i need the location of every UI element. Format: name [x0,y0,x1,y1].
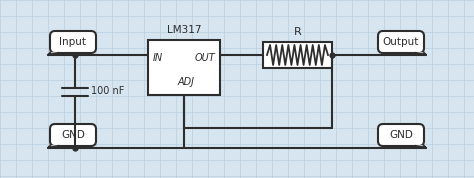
Polygon shape [48,53,58,55]
Text: OUT: OUT [194,53,215,63]
Text: IN: IN [153,53,163,63]
Text: R: R [293,27,301,37]
Text: Output: Output [383,37,419,47]
Text: LM317: LM317 [167,25,201,35]
FancyBboxPatch shape [148,40,220,95]
FancyBboxPatch shape [263,42,332,68]
Text: GND: GND [61,130,85,140]
Text: 100 nF: 100 nF [91,87,124,96]
FancyBboxPatch shape [50,124,96,146]
Text: Input: Input [60,37,86,47]
FancyBboxPatch shape [378,31,424,53]
FancyBboxPatch shape [50,31,96,53]
Text: GND: GND [389,130,413,140]
FancyBboxPatch shape [378,124,424,146]
Polygon shape [416,146,426,148]
Polygon shape [416,53,426,55]
Text: ADJ: ADJ [177,77,194,87]
Polygon shape [48,146,58,148]
